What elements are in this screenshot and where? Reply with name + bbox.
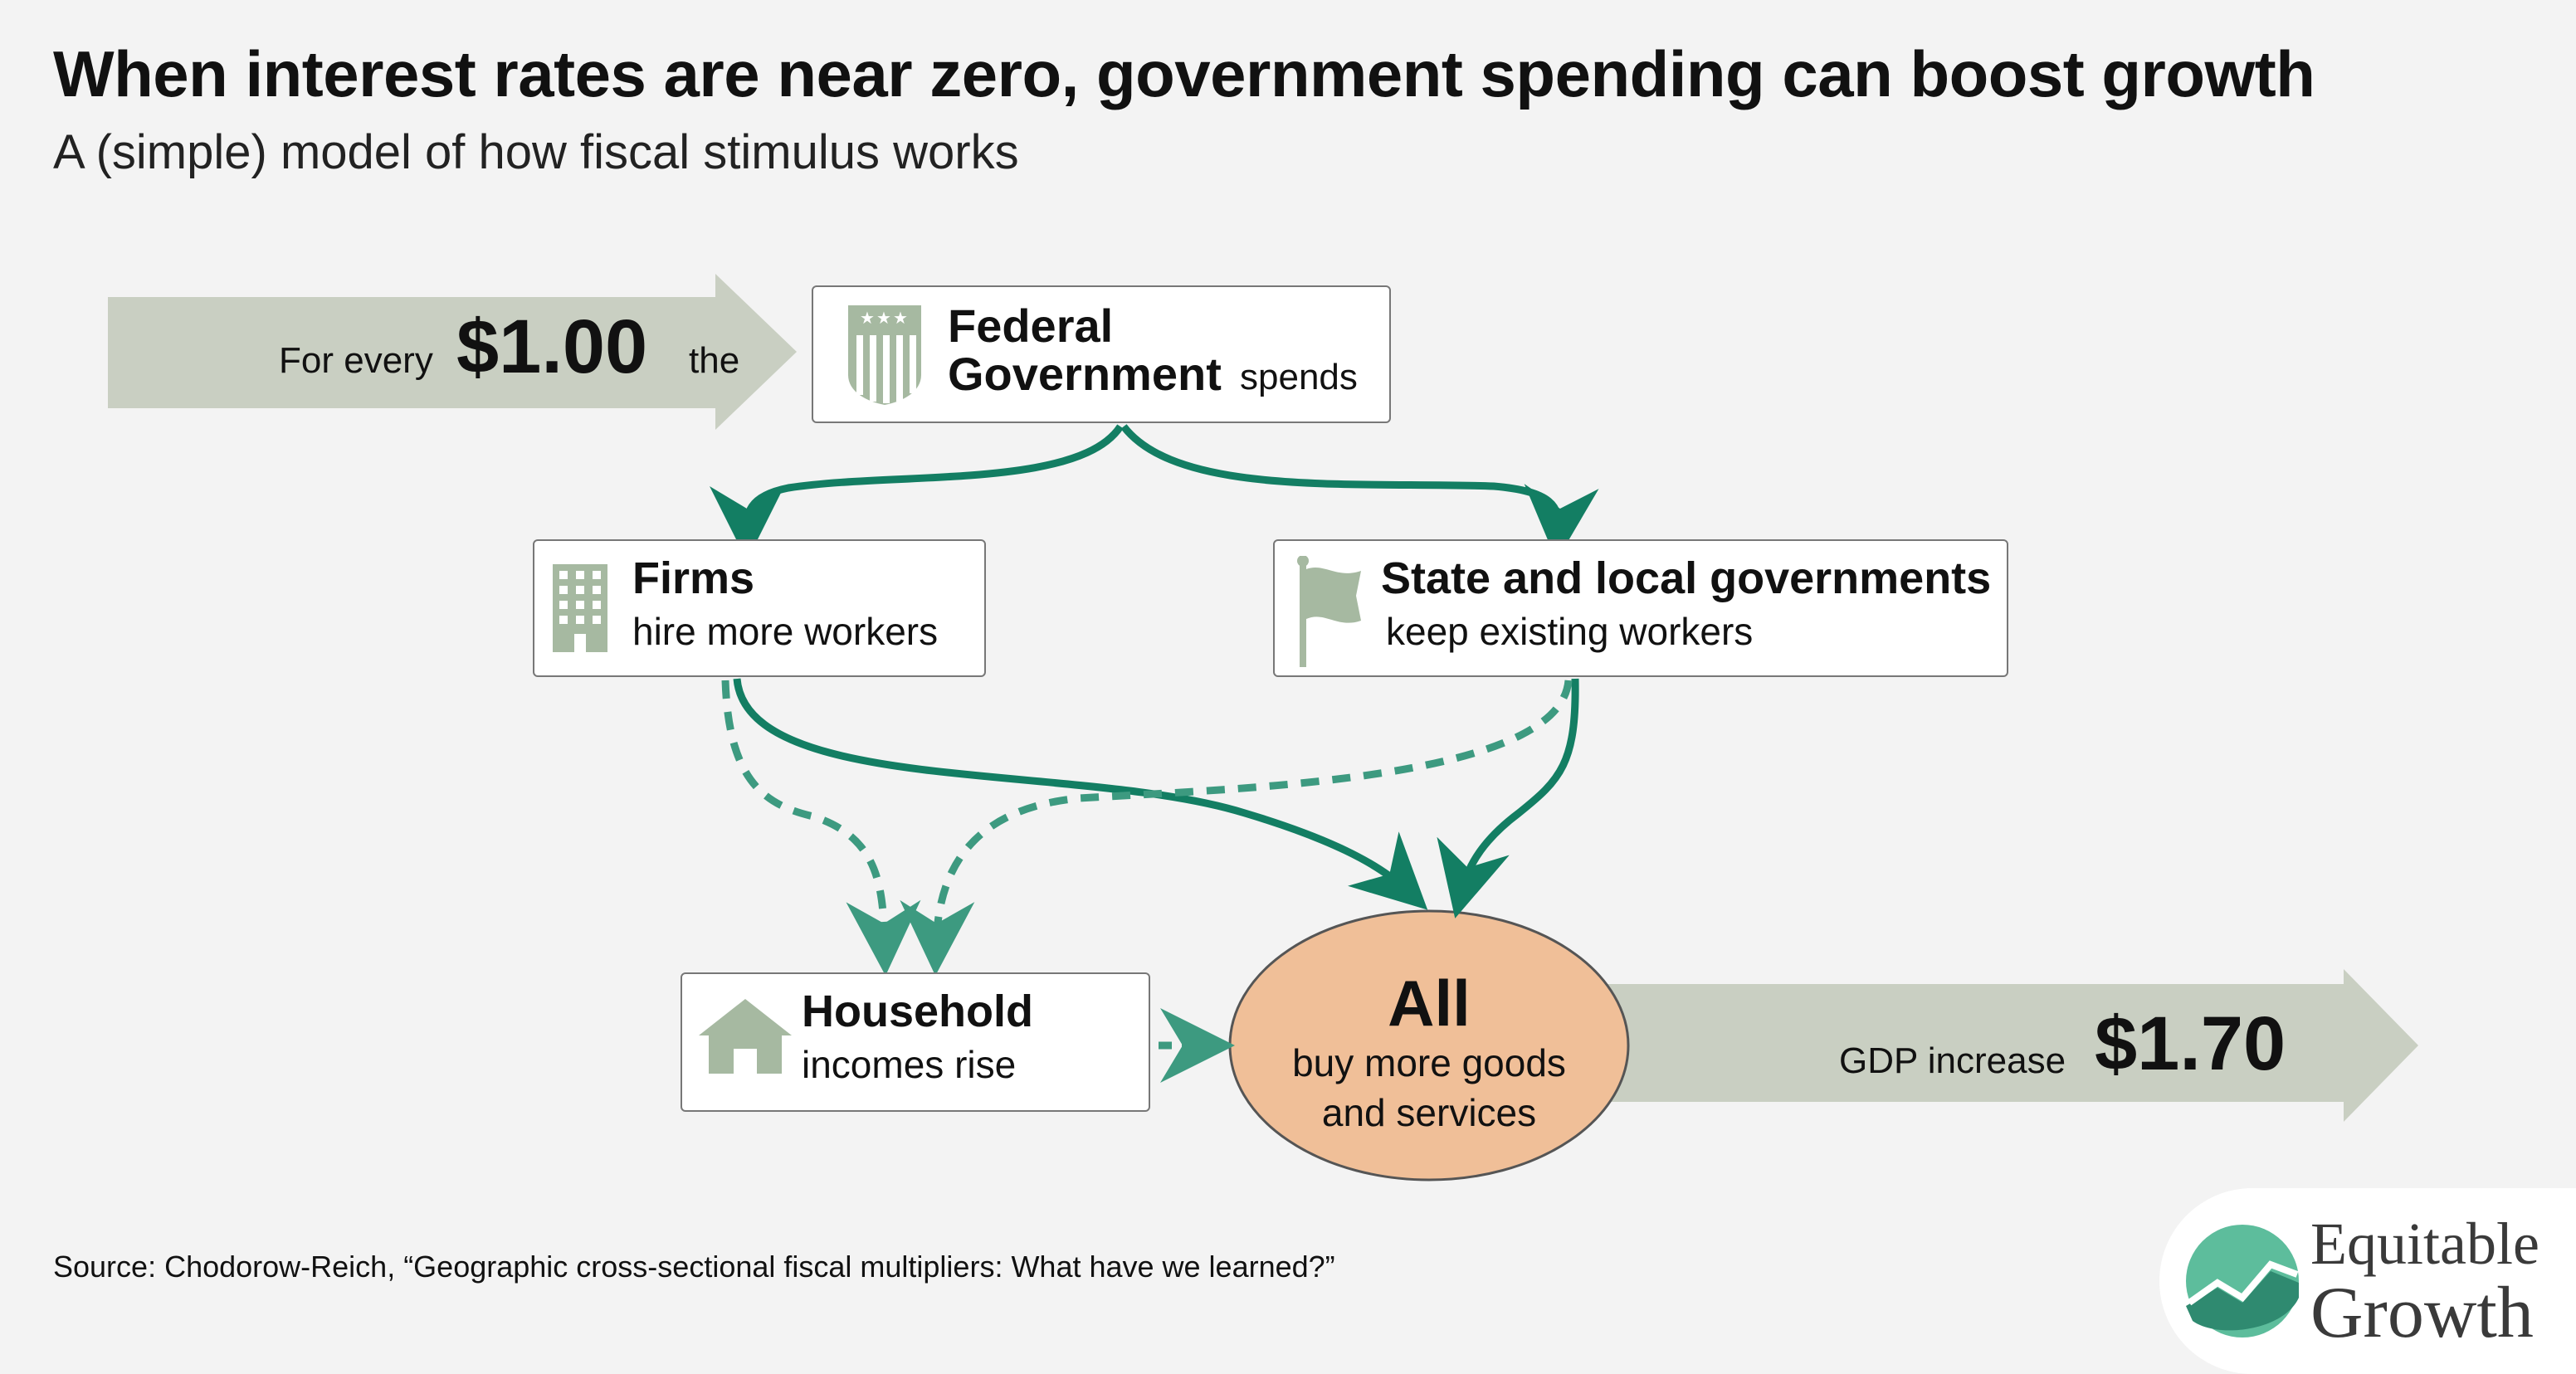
- federal-line1: Federal: [948, 300, 1114, 352]
- arrow-federal-to-firms: [710, 424, 1124, 561]
- output-arrow-prefix: GDP increase: [1839, 1040, 2066, 1081]
- federal-line2: Government: [948, 348, 1222, 400]
- shield-icon: ★ ★ ★: [848, 305, 921, 405]
- svg-text:★: ★: [893, 308, 908, 328]
- all-line2: and services: [1321, 1091, 1537, 1134]
- page-subtitle: A (simple) model of how fiscal stimulus …: [53, 125, 1019, 179]
- input-arrow-prefix: For every: [279, 340, 433, 381]
- arrow-state-to-household: [900, 680, 1573, 976]
- equitable-growth-logo: Equitable Growth: [2159, 1188, 2576, 1374]
- arrow-firms-to-all: [733, 678, 1428, 910]
- arrow-state-to-all: [1437, 678, 1579, 918]
- household-title: Household: [802, 987, 1033, 1036]
- output-arrow-shape: [1602, 969, 2418, 1122]
- firms-desc: hire more workers: [632, 610, 939, 653]
- all-line1: buy more goods: [1292, 1041, 1566, 1084]
- firms-title: Firms: [632, 553, 755, 603]
- state-title: State and local governments: [1381, 553, 1992, 603]
- page-title: When interest rates are near zero, gover…: [53, 37, 2315, 110]
- logo-chart-icon: [2186, 1225, 2299, 1337]
- state-desc: keep existing workers: [1386, 610, 1754, 653]
- source-note: Source: Chodorow-Reich, “Geographic cros…: [53, 1250, 1335, 1284]
- firms-box: Firms hire more workers: [533, 539, 986, 677]
- arrow-federal-to-state: [1120, 424, 1599, 561]
- logo-line1: Equitable: [2310, 1211, 2539, 1277]
- federal-verb: spends: [1240, 357, 1358, 397]
- arrow-firms-to-household: [721, 680, 921, 976]
- logo-line2: Growth: [2310, 1273, 2534, 1353]
- svg-text:★: ★: [876, 308, 891, 328]
- input-arrow-amount: $1.00: [456, 305, 648, 389]
- federal-government-box: ★ ★ ★ Federal Government spends: [812, 285, 1391, 423]
- state-local-box: State and local governments keep existin…: [1273, 539, 2008, 677]
- house-icon: [699, 999, 792, 1074]
- household-desc: incomes rise: [802, 1043, 1017, 1086]
- input-arrow-shape: [108, 274, 797, 430]
- all-title: All: [1388, 967, 1471, 1040]
- svg-text:★: ★: [860, 308, 875, 328]
- household-box: Household incomes rise: [681, 972, 1150, 1112]
- flag-icon: [1297, 556, 1361, 667]
- output-arrow-amount: $1.70: [2095, 1001, 2286, 1086]
- building-icon: [553, 564, 607, 652]
- input-arrow-suffix: the: [689, 340, 740, 381]
